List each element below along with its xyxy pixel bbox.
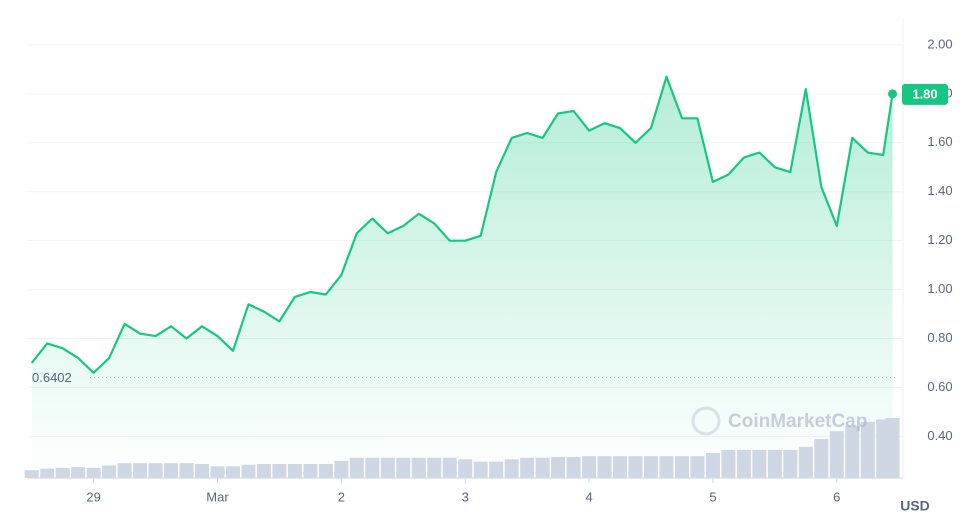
volume-bar [736,449,751,478]
volume-bar [644,456,659,478]
volume-bar [613,456,628,478]
volume-bar [551,456,566,478]
x-tick-label: 3 [462,489,469,504]
volume-bar [458,459,473,478]
volume-bar [241,464,256,478]
volume-bar [659,456,674,478]
y-tick-label: 2.00 [927,36,952,51]
volume-bar [55,467,70,478]
volume-bar [117,463,132,478]
volume-bar [380,457,395,478]
volume-bar [442,457,457,478]
volume-bar [798,446,813,478]
volume-bar [365,457,380,478]
volume-bar [783,449,798,478]
low-label: 0.6402 [32,370,72,385]
volume-bar [860,421,875,478]
volume-bar [690,456,705,478]
volume-bar [597,456,612,478]
volume-bar [318,463,333,478]
y-tick-label: 1.40 [927,183,952,198]
volume-bar [752,449,767,478]
volume-bar [303,463,318,478]
volume-bar [334,460,349,478]
volume-bar [427,457,442,478]
price-badge-label: 1.80 [912,86,937,101]
volume-bar [705,453,720,478]
y-tick-label: 1.60 [927,134,952,149]
volume-bar [566,456,581,478]
last-point [888,89,898,99]
volume-bar [845,425,860,478]
volume-bar [349,457,364,478]
y-axis-label: USD [900,498,930,514]
volume-bar [489,461,504,478]
volume-bar [164,463,179,478]
volume-bar [287,463,302,478]
x-tick-label: 4 [585,489,592,504]
volume-bar [24,470,39,478]
volume-bar [504,459,519,478]
volume-bar [256,463,271,478]
y-tick-label: 0.40 [927,428,952,443]
volume-bar [829,431,844,478]
y-tick-label: 0.60 [927,379,952,394]
y-tick-label: 0.80 [927,330,952,345]
volume-bar [885,417,900,478]
volume-bar [767,449,782,478]
volume-bar [40,468,55,478]
price-badge [902,83,948,105]
x-tick-label: Mar [206,489,229,504]
volume-bar [582,456,597,478]
volume-bar [71,467,86,478]
volume-bar [628,456,643,478]
volume-bar [721,449,736,478]
volume-bar [148,463,163,478]
volume-bar [535,457,550,478]
volume-bar [396,457,411,478]
volume-bar [473,461,488,478]
volume-bar [272,463,287,478]
x-tick-label: 6 [833,489,840,504]
x-tick-label: 5 [709,489,716,504]
volume-bar [102,465,117,478]
volume-bar [133,463,148,478]
volume-bar [814,439,829,478]
price-line [30,75,894,374]
y-tick-label: 1.00 [927,281,952,296]
volume-bar [411,457,426,478]
volume-bar [179,463,194,478]
volume-bar [86,467,101,478]
volume-bar [520,457,535,478]
watermark-logo [691,406,721,436]
x-tick-label: 2 [338,489,345,504]
volume-bar [210,466,225,478]
y-tick-label: 1.20 [927,232,952,247]
logo [691,406,721,436]
volume-bar [225,466,240,478]
volume-bar [674,456,689,478]
x-tick-label: 29 [86,489,100,504]
volume-bar [195,463,210,478]
watermark: CoinMarketCap [728,411,867,432]
